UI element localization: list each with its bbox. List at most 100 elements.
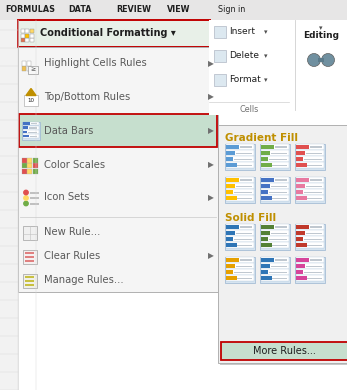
Bar — [261, 269, 289, 275]
Bar — [261, 264, 270, 268]
Bar — [296, 184, 305, 188]
Bar — [261, 243, 289, 248]
Bar — [261, 144, 289, 150]
Bar — [261, 145, 274, 149]
Bar — [261, 183, 289, 189]
Bar — [226, 157, 233, 161]
Bar — [25, 260, 34, 262]
Bar — [272, 165, 287, 167]
Text: VIEW: VIEW — [167, 5, 191, 14]
Bar — [226, 178, 239, 182]
Bar — [296, 145, 309, 149]
Bar — [226, 184, 235, 188]
Bar — [304, 159, 322, 160]
Bar — [261, 156, 289, 162]
Bar — [214, 50, 226, 62]
Text: ▶: ▶ — [208, 59, 214, 68]
Bar — [221, 342, 347, 360]
Bar — [307, 278, 322, 279]
Bar — [236, 186, 252, 187]
Bar — [307, 245, 322, 246]
Bar — [21, 38, 25, 42]
Bar — [261, 236, 289, 242]
Bar — [237, 245, 252, 246]
Bar — [240, 147, 252, 148]
Bar — [25, 276, 34, 278]
Bar — [27, 61, 32, 66]
Bar — [296, 177, 324, 183]
Bar — [296, 196, 307, 200]
Bar — [261, 177, 289, 183]
Text: Format: Format — [229, 76, 261, 85]
Bar — [22, 163, 27, 168]
Bar — [226, 263, 254, 269]
Text: ▾: ▾ — [264, 77, 268, 83]
Circle shape — [24, 196, 28, 200]
Bar — [261, 151, 289, 156]
Bar — [261, 184, 270, 188]
Bar — [209, 20, 347, 115]
Bar — [296, 151, 324, 156]
Bar — [226, 190, 233, 194]
Text: Color Scales: Color Scales — [44, 160, 105, 170]
Text: Editing: Editing — [303, 32, 339, 41]
Bar — [272, 198, 287, 199]
Bar — [236, 266, 252, 267]
Text: ▶: ▶ — [208, 193, 214, 202]
Bar — [261, 190, 289, 195]
Bar — [30, 29, 34, 33]
Bar — [226, 269, 254, 275]
Bar — [226, 270, 233, 274]
Text: DATA: DATA — [68, 5, 92, 14]
Bar — [0, 20, 18, 390]
Bar — [226, 243, 237, 247]
Bar — [261, 231, 270, 235]
Bar — [18, 20, 210, 47]
Bar — [214, 74, 226, 86]
Bar — [310, 179, 322, 181]
Text: ▶: ▶ — [208, 160, 214, 169]
Bar — [261, 237, 268, 241]
Bar — [271, 232, 287, 234]
Text: Clear Rules: Clear Rules — [44, 251, 100, 261]
Text: ▾: ▾ — [264, 53, 268, 59]
Bar — [226, 144, 254, 150]
Bar — [226, 225, 239, 229]
Bar — [23, 122, 39, 126]
Bar — [25, 252, 34, 254]
Bar — [27, 168, 33, 174]
Bar — [261, 230, 289, 236]
Bar — [225, 144, 255, 170]
Bar — [260, 257, 290, 283]
Bar — [23, 250, 37, 264]
Bar — [295, 177, 325, 203]
Bar — [33, 163, 38, 168]
Text: Manage Rules...: Manage Rules... — [44, 275, 124, 285]
Bar — [226, 231, 235, 235]
Bar — [23, 274, 37, 288]
Bar — [22, 122, 40, 140]
Bar — [226, 224, 254, 230]
Bar — [260, 177, 290, 203]
Bar — [296, 224, 324, 230]
Bar — [260, 224, 290, 250]
Bar — [304, 271, 322, 273]
Bar — [30, 34, 34, 37]
Bar — [272, 245, 287, 246]
Bar — [23, 126, 39, 129]
Bar — [25, 256, 34, 258]
Text: REVIEW: REVIEW — [116, 5, 151, 14]
Text: Sign in: Sign in — [218, 5, 245, 14]
Text: Cells: Cells — [239, 106, 259, 115]
Bar — [318, 58, 324, 62]
Bar — [296, 195, 324, 201]
Bar — [19, 114, 217, 147]
Bar — [25, 38, 29, 42]
Bar — [226, 236, 254, 242]
Bar — [296, 243, 324, 248]
Bar — [261, 151, 270, 155]
Text: ▶: ▶ — [208, 252, 214, 261]
Bar — [296, 269, 324, 275]
Bar — [296, 236, 324, 242]
Bar — [30, 202, 39, 204]
